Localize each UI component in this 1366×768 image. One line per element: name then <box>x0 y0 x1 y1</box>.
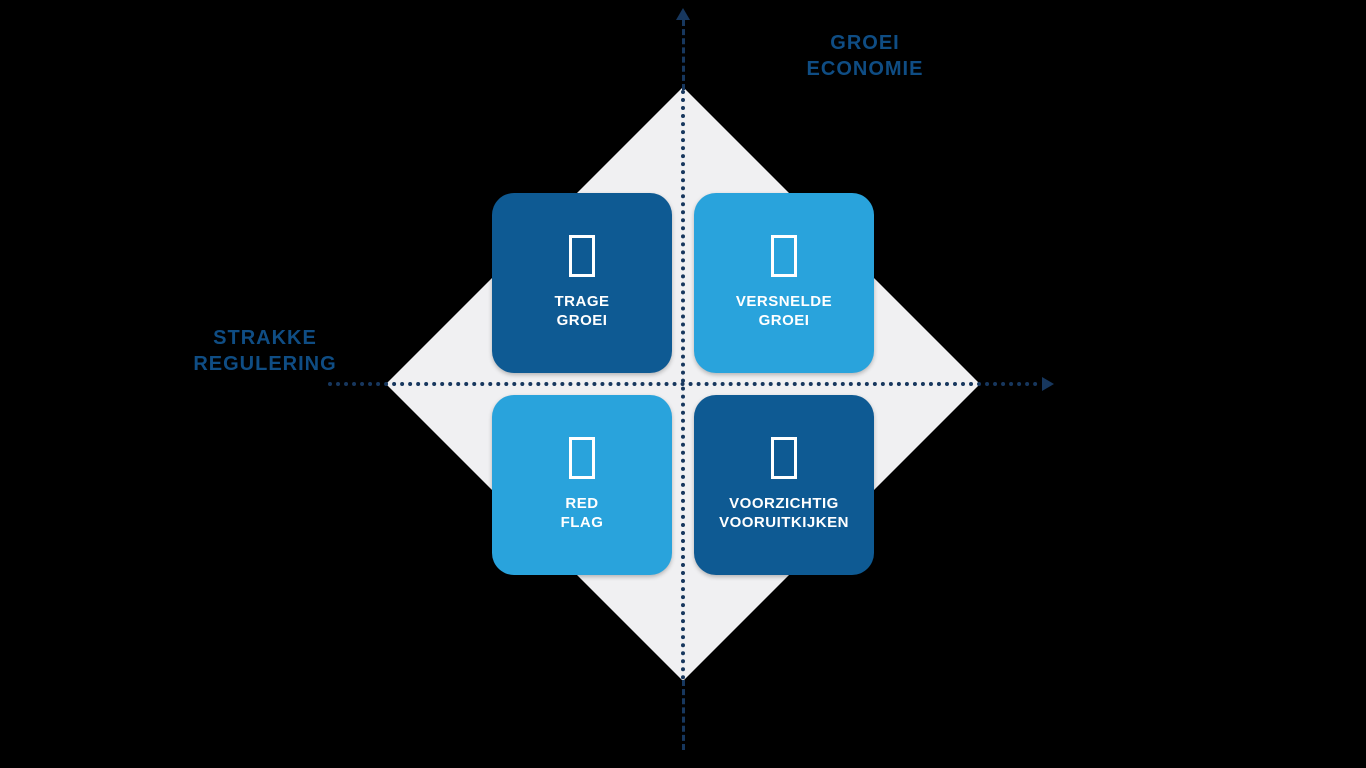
card-label: TRAGE GROEI <box>555 293 610 331</box>
quadrant-diagram: GROEI ECONOMIE STRAKKE REGULERING TRAGE … <box>0 0 1366 768</box>
placeholder-icon <box>569 235 595 277</box>
card-red-flag: RED FLAG <box>492 395 672 575</box>
arrowhead-right <box>1042 377 1054 391</box>
axis-vertical-dashed-top <box>682 20 685 90</box>
arrowhead-top <box>676 8 690 20</box>
card-versnelde-groei: VERSNELDE GROEI <box>694 193 874 373</box>
axis-vertical-dotted <box>681 90 685 680</box>
axis-label-top: GROEI ECONOMIE <box>765 30 965 82</box>
card-voorzichtig-vooruitkijken: VOORZICHTIG VOORUITKIJKEN <box>694 395 874 575</box>
placeholder-icon <box>771 235 797 277</box>
placeholder-icon <box>771 437 797 479</box>
card-label: RED FLAG <box>561 495 604 533</box>
card-label: VOORZICHTIG VOORUITKIJKEN <box>719 495 849 533</box>
axis-vertical-dashed-bottom <box>682 680 685 750</box>
card-label: VERSNELDE GROEI <box>736 293 832 331</box>
placeholder-icon <box>569 437 595 479</box>
axis-label-left: STRAKKE REGULERING <box>155 325 375 377</box>
card-trage-groei: TRAGE GROEI <box>492 193 672 373</box>
